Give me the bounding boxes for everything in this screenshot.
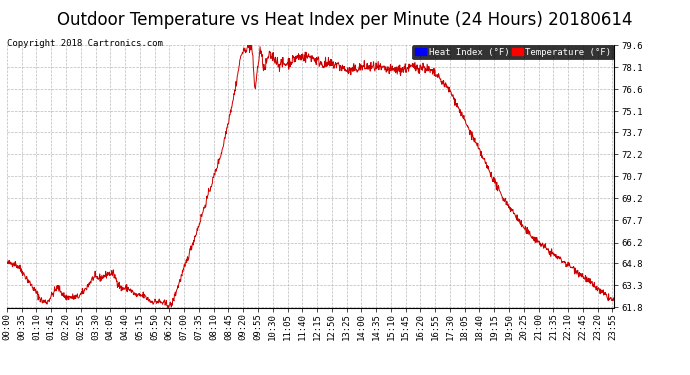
Text: Outdoor Temperature vs Heat Index per Minute (24 Hours) 20180614: Outdoor Temperature vs Heat Index per Mi… (57, 11, 633, 29)
Text: Copyright 2018 Cartronics.com: Copyright 2018 Cartronics.com (7, 39, 163, 48)
Legend: Heat Index (°F), Temperature (°F): Heat Index (°F), Temperature (°F) (412, 45, 614, 59)
